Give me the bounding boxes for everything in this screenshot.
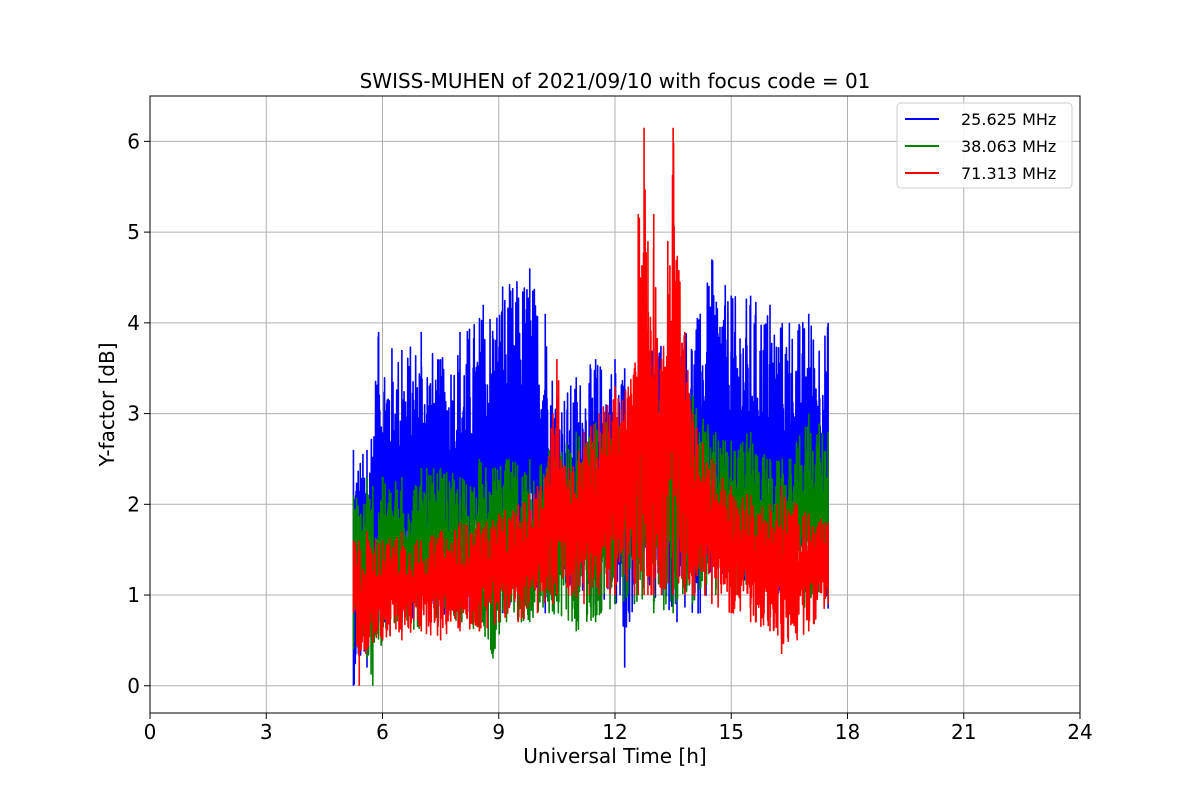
y-tick-label: 4 — [127, 311, 140, 335]
y-tick-label: 3 — [127, 402, 140, 426]
legend-box — [896, 102, 1073, 189]
y-tick-label: 1 — [127, 583, 140, 607]
y-tick-label: 2 — [127, 492, 140, 516]
y-tick-label: 5 — [127, 220, 140, 244]
x-axis: 0 3 6 9 12 15 18 21 24 — [144, 713, 1093, 744]
y-tick-label: 0 — [127, 674, 140, 698]
series-layer — [352, 127, 829, 686]
legend-label: 25.625 MHz — [961, 110, 1056, 129]
x-tick-label: 21 — [951, 720, 976, 744]
x-tick-label: 0 — [144, 720, 157, 744]
legend-label: 71.313 MHz — [961, 164, 1056, 183]
legend-label: 38.063 MHz — [961, 137, 1056, 156]
y-axis: 0 1 2 3 4 5 6 — [127, 129, 150, 698]
x-tick-label: 3 — [260, 720, 273, 744]
x-axis-label: Universal Time [h] — [523, 744, 706, 768]
legend: 25.625 MHz 38.063 MHz 71.313 MHz — [896, 102, 1073, 189]
series-line-3 — [352, 127, 829, 686]
x-tick-label: 12 — [602, 720, 627, 744]
y-axis-label: Y-factor [dB] — [95, 342, 119, 467]
x-tick-label: 6 — [376, 720, 389, 744]
x-tick-label: 9 — [492, 720, 505, 744]
x-tick-label: 24 — [1067, 720, 1092, 744]
x-tick-label: 15 — [719, 720, 744, 744]
y-tick-label: 6 — [127, 129, 140, 153]
chart-title: SWISS-MUHEN of 2021/09/10 with focus cod… — [360, 69, 871, 93]
x-tick-label: 18 — [835, 720, 860, 744]
